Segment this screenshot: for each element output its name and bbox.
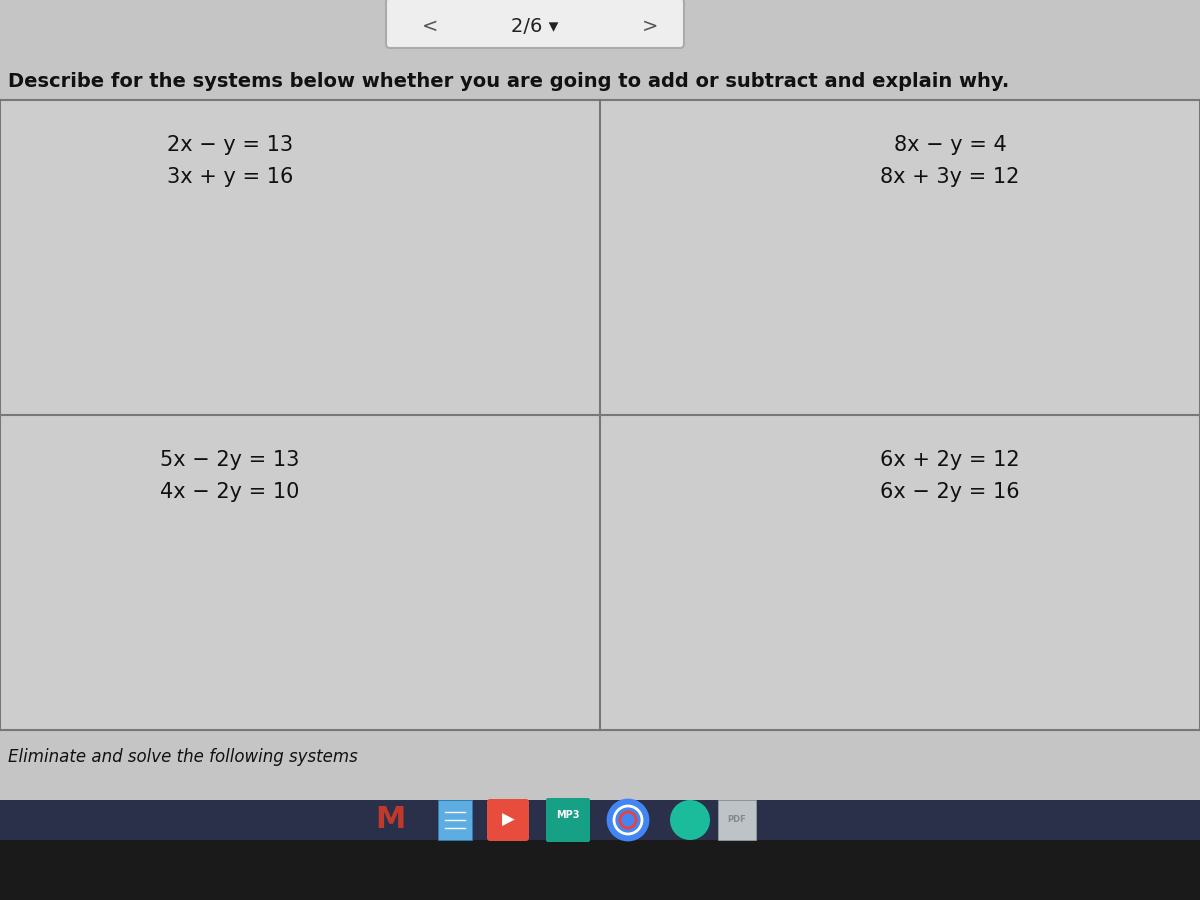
Text: Describe for the systems below whether you are going to add or subtract and expl: Describe for the systems below whether y… xyxy=(8,72,1009,91)
Text: 5x − 2y = 13: 5x − 2y = 13 xyxy=(161,450,300,470)
FancyBboxPatch shape xyxy=(546,798,590,842)
Text: 2x − y = 13: 2x − y = 13 xyxy=(167,135,293,155)
Text: MP3: MP3 xyxy=(557,810,580,820)
Text: 6x + 2y = 12: 6x + 2y = 12 xyxy=(880,450,1020,470)
Circle shape xyxy=(608,800,648,840)
FancyBboxPatch shape xyxy=(718,800,756,840)
Text: ▶: ▶ xyxy=(502,811,515,829)
Text: <: < xyxy=(422,16,438,35)
Text: Eliminate and solve the following systems: Eliminate and solve the following system… xyxy=(8,748,358,766)
Text: 3x + y = 16: 3x + y = 16 xyxy=(167,167,293,187)
Text: 4x − 2y = 10: 4x − 2y = 10 xyxy=(161,482,300,502)
Text: 6x − 2y = 16: 6x − 2y = 16 xyxy=(880,482,1020,502)
FancyBboxPatch shape xyxy=(0,840,1200,900)
Text: 2/6 ▾: 2/6 ▾ xyxy=(511,16,559,35)
FancyBboxPatch shape xyxy=(0,800,1200,900)
FancyBboxPatch shape xyxy=(386,0,684,48)
Text: >: > xyxy=(642,16,658,35)
FancyBboxPatch shape xyxy=(487,799,529,841)
Text: 8x − y = 4: 8x − y = 4 xyxy=(894,135,1007,155)
Text: M: M xyxy=(374,806,406,834)
FancyBboxPatch shape xyxy=(438,800,472,840)
Text: PDF: PDF xyxy=(727,815,746,824)
Circle shape xyxy=(670,800,710,840)
FancyBboxPatch shape xyxy=(0,100,1200,730)
Text: 8x + 3y = 12: 8x + 3y = 12 xyxy=(881,167,1020,187)
